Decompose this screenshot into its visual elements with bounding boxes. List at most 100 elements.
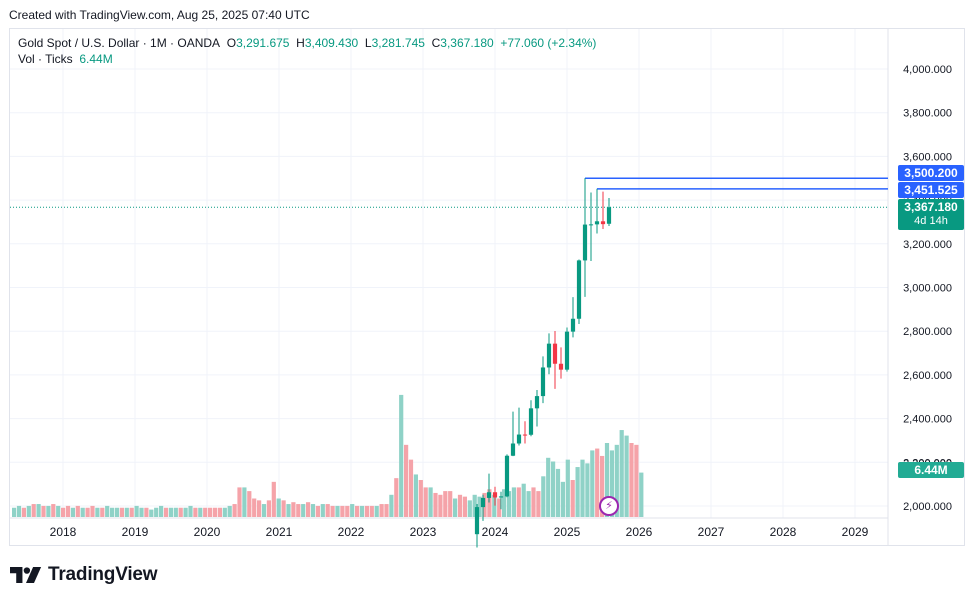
volume-bar <box>193 507 198 517</box>
volume-bar <box>521 483 526 517</box>
volume-bar <box>551 461 556 517</box>
lightning-icon[interactable]: ⚡ <box>599 496 619 516</box>
x-tick-label: 2027 <box>698 525 725 539</box>
volume-bar <box>394 478 399 517</box>
candle-body <box>528 408 534 435</box>
x-tick-label: 2022 <box>338 525 365 539</box>
candle-body <box>480 497 486 508</box>
volume-bar <box>75 505 80 517</box>
volume-bar <box>306 502 311 517</box>
legend-high-value: 3,409.430 <box>304 36 359 50</box>
candle-body <box>552 343 558 364</box>
candle-body <box>570 318 576 332</box>
volume-bar <box>335 505 340 517</box>
volume-bar <box>374 505 379 517</box>
volume-bar <box>36 504 41 517</box>
volume-bar <box>560 481 565 517</box>
volume-bar <box>276 498 281 517</box>
volume-bar <box>511 487 516 517</box>
tradingview-brand[interactable]: TradingView <box>10 564 158 586</box>
volume-bar <box>467 500 472 517</box>
volume-bar <box>506 491 512 517</box>
candle-body <box>546 343 552 368</box>
y-tick-label: 2,400.000 <box>903 414 952 426</box>
x-tick-label: 2029 <box>842 525 869 539</box>
y-tick-label: 4,000.000 <box>903 64 952 76</box>
volume-bar <box>614 444 619 517</box>
level-price-tag-ath: 3,500.200 <box>898 165 964 181</box>
volume-price-tag: 6.44M <box>898 462 964 478</box>
volume-bar <box>271 481 276 517</box>
level-price-tag-june: 3,451.525 <box>898 182 964 198</box>
volume-bar <box>531 487 536 517</box>
volume-bar <box>129 507 134 517</box>
legend-volume-value: 6.44M <box>79 52 113 66</box>
volume-bar <box>222 507 227 517</box>
volume-bar <box>462 496 467 517</box>
volume-bar <box>315 505 320 517</box>
volume-bar <box>443 491 448 517</box>
legend-volume-label[interactable]: Vol · Ticks <box>18 52 73 66</box>
legend-close-value: 3,367.180 <box>440 36 494 50</box>
legend-symbol[interactable]: Gold Spot / U.S. Dollar · 1M · OANDA <box>18 36 221 50</box>
candle-body <box>600 221 606 225</box>
volume-bar <box>629 443 634 517</box>
candle-body <box>558 363 564 370</box>
volume-bar <box>257 500 262 517</box>
candle-body <box>534 396 540 409</box>
volume-bar <box>217 507 222 517</box>
volume-bar <box>359 505 365 517</box>
volume-bar <box>413 474 418 517</box>
candle-body <box>576 260 582 319</box>
volume-bar <box>46 505 51 517</box>
candle-body <box>564 331 570 370</box>
volume-bar <box>21 507 26 517</box>
volume-bar <box>453 498 458 517</box>
volume-bar <box>168 507 173 517</box>
candle-body <box>498 496 504 498</box>
volume-bar <box>266 500 271 517</box>
y-tick-label: 2,600.000 <box>903 370 952 382</box>
volume-bar <box>310 504 316 517</box>
x-tick-label: 2020 <box>194 525 221 539</box>
volume-bar <box>364 505 369 517</box>
volume-bar <box>291 502 296 517</box>
y-tick-label: 2,800.000 <box>903 326 952 338</box>
volume-bar <box>624 435 629 517</box>
volume-bar <box>301 504 306 517</box>
volume-bar <box>355 505 360 517</box>
volume-bar <box>134 505 139 517</box>
volume-bar <box>212 507 218 517</box>
volume-bar <box>600 455 605 517</box>
volume-bar <box>639 472 644 517</box>
tradingview-logo-icon <box>10 567 42 583</box>
volume-bar <box>325 504 330 517</box>
x-tick-label: 2019 <box>122 525 149 539</box>
volume-bar <box>570 480 575 517</box>
volume-bar <box>433 492 438 517</box>
volume-bar <box>237 487 242 517</box>
volume-bar <box>379 504 384 517</box>
volume-bar <box>110 507 115 517</box>
volume-bar <box>95 507 100 517</box>
volume-bar <box>477 496 482 517</box>
volume-bar <box>502 489 507 517</box>
volume-bar <box>399 394 404 517</box>
volume-bar <box>609 450 614 517</box>
legend-change: +77.060 (+2.34%) <box>500 36 597 50</box>
volume-bar <box>208 507 213 517</box>
volume-bar <box>457 494 463 517</box>
volume-bar <box>546 457 551 517</box>
legend-open-label: O <box>226 36 237 50</box>
volume-bar <box>590 450 595 517</box>
chart-legend: Gold Spot / U.S. Dollar · 1M · OANDA O 3,… <box>18 35 596 67</box>
chart-caption: Created with TradingView.com, Aug 25, 20… <box>9 8 310 22</box>
legend-low-label: L <box>364 36 372 50</box>
volume-bar <box>261 504 267 517</box>
volume-bar <box>286 504 291 517</box>
legend-open-value: 3,291.675 <box>236 36 290 50</box>
volume-bar <box>227 505 232 517</box>
x-tick-label: 2024 <box>482 525 509 539</box>
volume-bar <box>369 505 374 517</box>
